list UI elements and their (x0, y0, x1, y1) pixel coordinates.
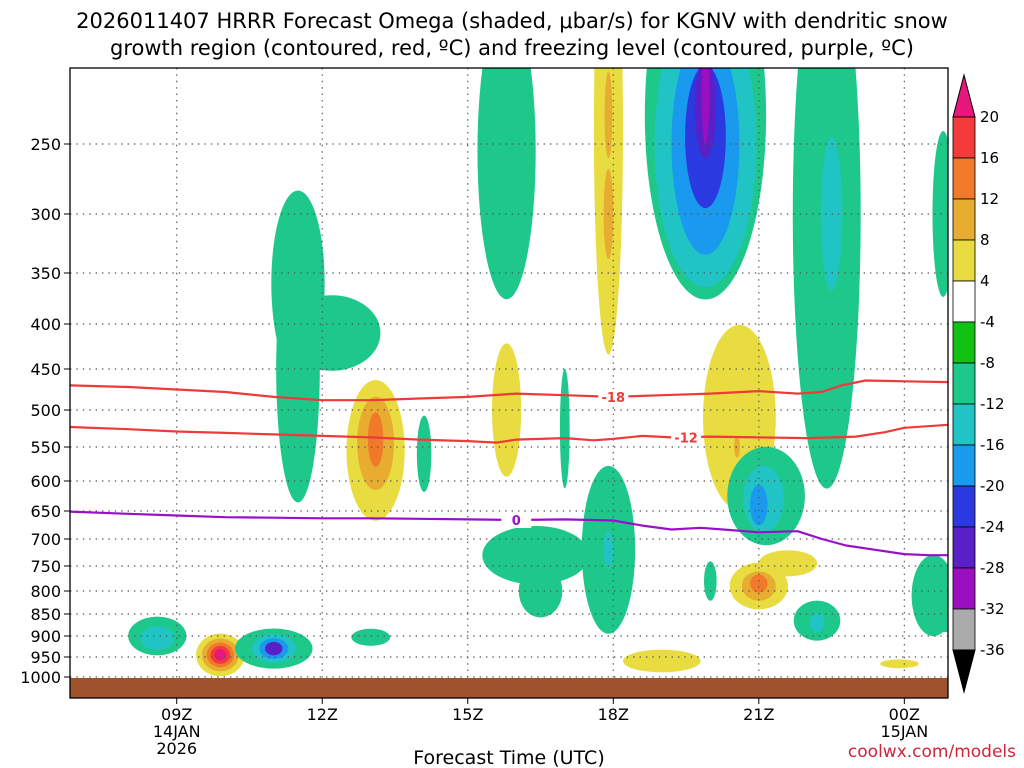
colorbar-label--28: -28 (980, 559, 1005, 577)
colorbar-label--24: -24 (980, 518, 1005, 536)
omega-blob-52 (923, 586, 948, 633)
omega-blob-34 (701, 68, 710, 144)
omega-blob-41 (750, 484, 768, 526)
colorbar-label-16: 16 (980, 149, 999, 167)
omega-blob-50 (932, 131, 948, 298)
y-tick-label-1000: 1000 (20, 668, 61, 687)
contour-label--12: -12 (674, 431, 698, 446)
x-tick-date-09Z: 14JAN (153, 722, 201, 741)
colorbar-segment-11 (952, 567, 976, 610)
colorbar-label-20: 20 (980, 108, 999, 126)
y-tick-label-300: 300 (30, 205, 61, 224)
contour-label-bg--18 (598, 388, 629, 405)
y-tick-label-250: 250 (30, 135, 61, 154)
y-tick-label-850: 850 (30, 605, 61, 624)
y-tick-label-350: 350 (30, 264, 61, 283)
contour-lines: -18 -12 0 (70, 379, 948, 557)
colorbar-segment-1 (952, 157, 976, 200)
x-tick-label-21Z: 21Z (743, 705, 774, 724)
contour-label-bg-0 (501, 511, 532, 528)
omega-blob-53 (880, 659, 919, 669)
omega-blob-45 (758, 550, 818, 577)
omega-blob-17 (367, 412, 384, 467)
omega-blob-21 (482, 525, 590, 585)
colorbar-segment-0 (952, 116, 976, 159)
colorbar: 20 16 12 8 4 -4 -8 -12 -16 -20 -24 -28 -32 -36 (952, 73, 1005, 694)
colorbar-label--12: -12 (980, 395, 1005, 413)
x-tick-label-00Z: 00Z (889, 705, 920, 724)
colorbar-label--8: -8 (980, 354, 995, 372)
plot-frame (69, 67, 949, 699)
ground-bar (70, 678, 948, 698)
colorbar-segment-8 (952, 444, 976, 487)
omega-blob-18 (416, 415, 432, 492)
omega-blob-38 (704, 561, 717, 601)
colorbar-segment-5 (952, 321, 976, 364)
y-tick-label-750: 750 (30, 557, 61, 576)
contour--12 (70, 423, 948, 444)
colorbar-segment-12 (952, 608, 976, 651)
y-axis: 250 300 350 400 450 500 550 600 650 700 750 800 850 9… (20, 135, 70, 687)
colorbar-label-4: 4 (980, 272, 990, 290)
contour--18 (70, 379, 948, 402)
omega-blob-10 (265, 641, 283, 656)
colorbar-segment-2 (952, 198, 976, 241)
colorbar-segment-3 (952, 239, 976, 282)
y-tick-label-650: 650 (30, 502, 61, 521)
x-tick-year-09Z: 2026 (156, 739, 197, 758)
omega-blob-19 (477, 68, 536, 300)
y-tick-label-900: 900 (30, 627, 61, 646)
colorbar-top-arrow (952, 73, 976, 118)
omega-blob-44 (750, 574, 768, 593)
y-tick-label-500: 500 (30, 401, 61, 420)
x-axis-label: Forecast Time (UTC) (413, 747, 604, 768)
colorbar-bottom-arrow (952, 649, 976, 694)
y-tick-label-550: 550 (30, 438, 61, 457)
omega-blob-47 (809, 613, 825, 633)
colorbar-segment-10 (952, 526, 976, 569)
y-tick-label-800: 800 (30, 582, 61, 601)
omega-blob-25 (603, 530, 614, 569)
omega-blob-22 (518, 564, 563, 618)
omega-blob-11 (351, 628, 391, 646)
contour-label-bg--12 (671, 429, 702, 446)
omega-blob-1 (140, 626, 175, 651)
colorbar-segment-7 (952, 403, 976, 446)
y-tick-label-700: 700 (30, 530, 61, 549)
omega-blob-14 (283, 295, 381, 371)
colorbar-label--20: -20 (980, 477, 1005, 495)
title-line-1: 2026011407 HRRR Forecast Omega (shaded, … (76, 9, 948, 33)
omega-blob-28 (604, 71, 613, 159)
x-tick-label-18Z: 18Z (598, 705, 629, 724)
colorbar-label--4: -4 (980, 313, 995, 331)
y-tick-label-400: 400 (30, 315, 61, 334)
contour-label-0: 0 (512, 514, 521, 529)
credit-text: coolwx.com/models (848, 742, 1016, 762)
omega-blob-6 (214, 649, 227, 661)
colorbar-label-12: 12 (980, 190, 999, 208)
y-tick-label-950: 950 (30, 648, 61, 667)
y-tick-label-600: 600 (30, 472, 61, 491)
x-tick-label-09Z: 09Z (161, 705, 192, 724)
omega-blob-23 (559, 368, 570, 489)
colorbar-segment-6 (952, 362, 976, 405)
omega-blob-35 (622, 649, 701, 673)
x-tick-label-12Z: 12Z (307, 705, 338, 724)
contour-label--18: -18 (602, 391, 626, 406)
omega-shading (128, 68, 948, 677)
contour-0 (70, 510, 948, 557)
title-line-2: growth region (contoured, red, ºC) and f… (110, 36, 914, 60)
x-tick-label-15Z: 15Z (452, 705, 483, 724)
y-tick-label-450: 450 (30, 360, 61, 379)
colorbar-label--16: -16 (980, 436, 1005, 454)
colorbar-segment-4 (952, 280, 976, 323)
omega-blob-49 (820, 137, 843, 291)
colorbar-label--36: -36 (980, 641, 1005, 659)
colorbar-label-8: 8 (980, 231, 990, 249)
colorbar-label--32: -32 (980, 600, 1005, 618)
x-tick-date-00Z: 15JAN (880, 722, 928, 741)
colorbar-segment-9 (952, 485, 976, 528)
